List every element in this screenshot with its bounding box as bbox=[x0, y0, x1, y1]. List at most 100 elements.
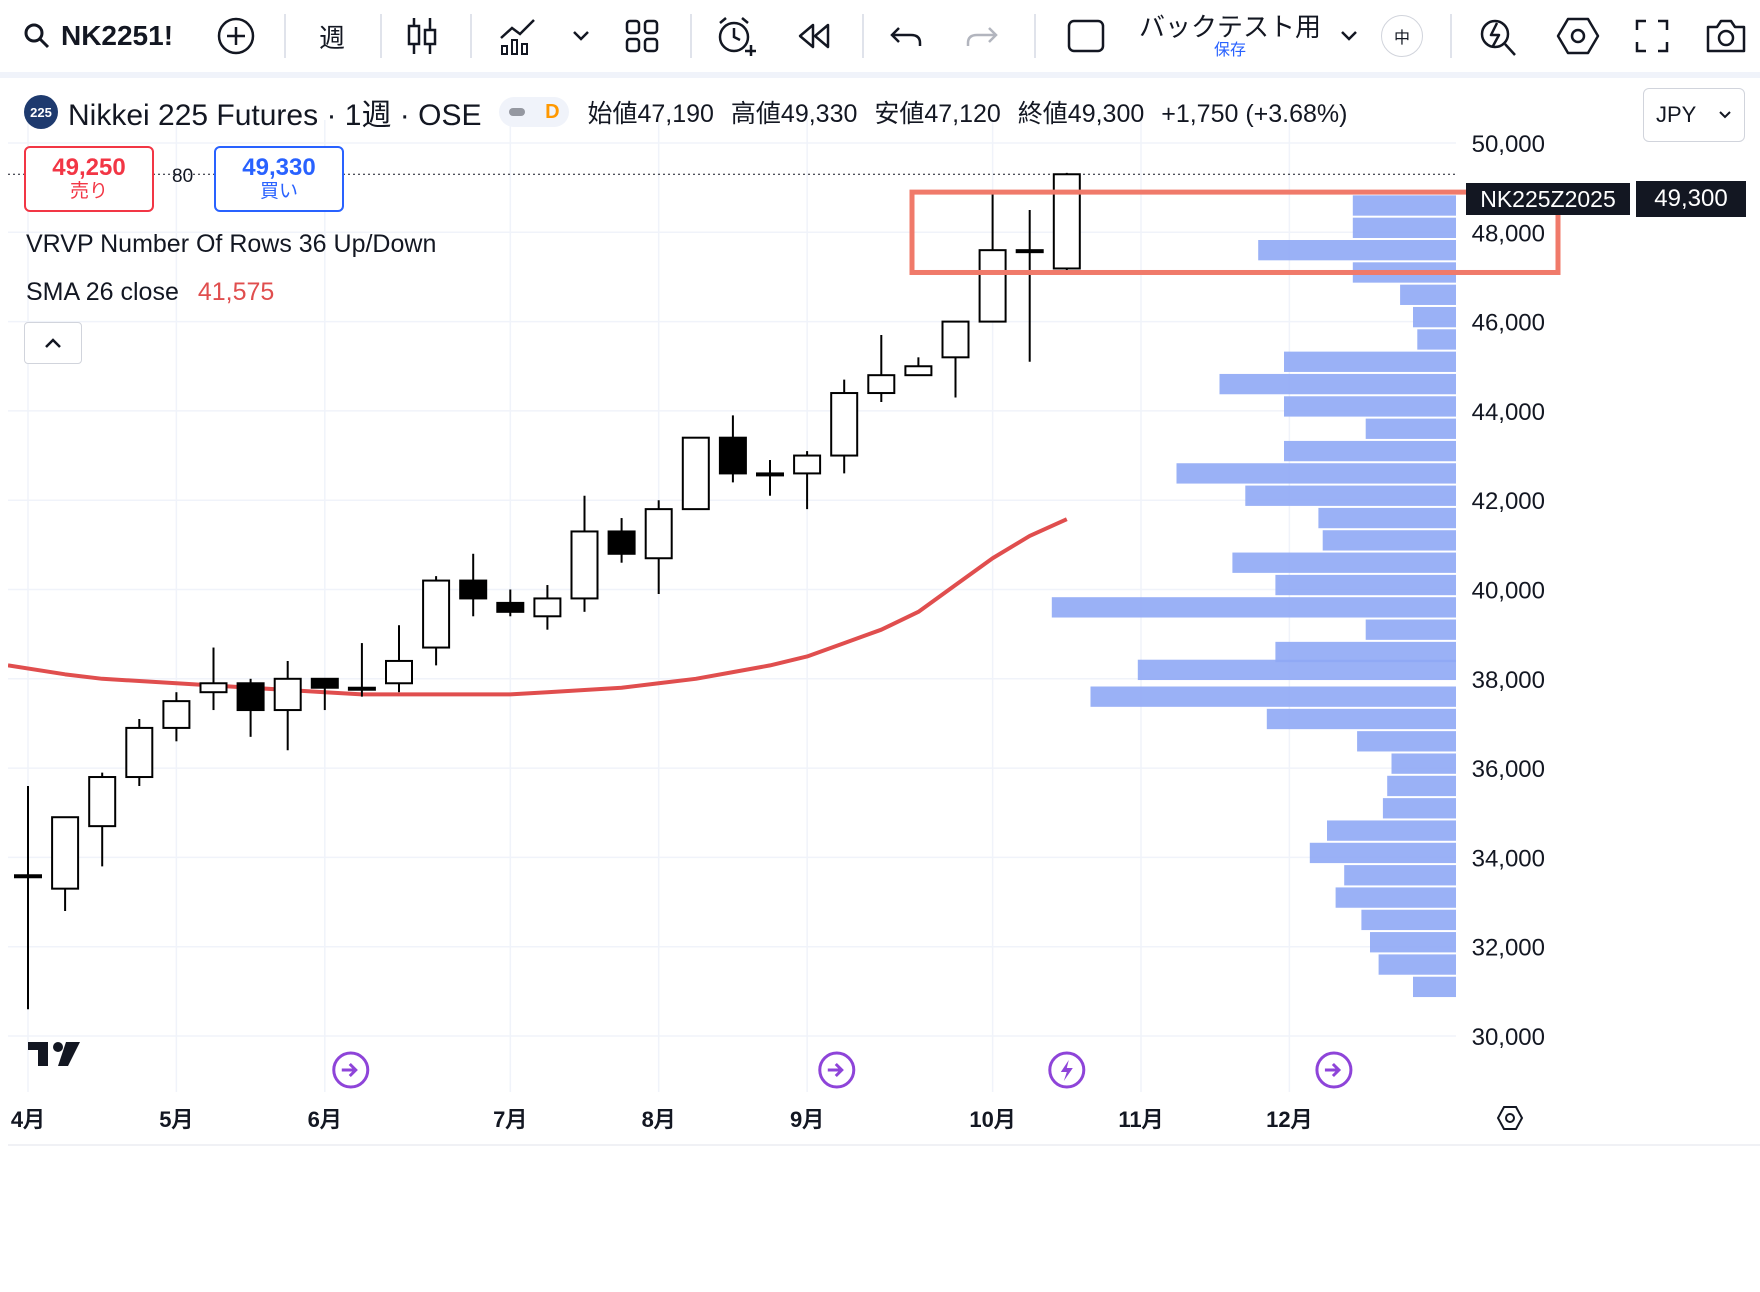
candle bbox=[644, 500, 673, 594]
top-toolbar: NK2251! 週 バックテスト用 保存 中 bbox=[0, 0, 1760, 78]
sell-button[interactable]: 49,250 売り bbox=[24, 146, 154, 212]
open-value: 47,190 bbox=[637, 100, 714, 128]
candle bbox=[570, 495, 599, 612]
collapse-legend-button[interactable] bbox=[24, 322, 82, 364]
price-axis: 30,000 32,000 34,000 36,000 38,000 40,000 42,0… bbox=[1458, 120, 1760, 1092]
candle-body bbox=[385, 659, 413, 685]
indicators-dropdown[interactable] bbox=[564, 14, 598, 58]
time-tick-label: 11月 bbox=[1118, 1107, 1163, 1132]
candle-body bbox=[1015, 249, 1044, 254]
lightning-search-icon bbox=[1480, 19, 1516, 56]
currency-select[interactable]: JPY bbox=[1643, 88, 1745, 142]
candle bbox=[941, 320, 970, 398]
vrvp-legend[interactable]: VRVP Number Of Rows 36 Up/Down bbox=[26, 230, 436, 259]
settings-button[interactable] bbox=[1556, 14, 1600, 58]
volume-profile-bar bbox=[1361, 909, 1456, 931]
volume-profile-bar bbox=[1378, 954, 1456, 975]
lightning-icon bbox=[1060, 1060, 1073, 1081]
dividend-event-icon bbox=[818, 1051, 856, 1089]
low-value: 47,120 bbox=[924, 100, 1001, 128]
low-label: 安値 bbox=[874, 100, 925, 128]
currency-label: JPY bbox=[1656, 102, 1697, 127]
tradingview-logo bbox=[28, 1042, 80, 1066]
candle bbox=[830, 379, 859, 474]
replay-button[interactable] bbox=[792, 14, 836, 58]
volume-profile-bar bbox=[1365, 418, 1456, 439]
screenshot-button[interactable] bbox=[1704, 14, 1748, 58]
candle-body bbox=[793, 454, 822, 475]
chevron-up-icon bbox=[45, 338, 61, 348]
volume-profile-bar bbox=[1365, 619, 1456, 640]
separator bbox=[690, 14, 692, 58]
candle bbox=[1052, 172, 1081, 272]
buy-button[interactable]: 49,330 買い bbox=[214, 146, 344, 212]
earnings-event-icon bbox=[1048, 1051, 1086, 1089]
candle-body bbox=[273, 677, 302, 712]
separator bbox=[380, 14, 382, 58]
candle bbox=[459, 553, 488, 617]
symbol-title[interactable]: Nikkei 225 Futures · 1週 · OSE bbox=[68, 99, 482, 132]
time-tick-label: 12月 bbox=[1266, 1107, 1312, 1132]
symbol-text: NK2251! bbox=[60, 20, 174, 51]
candle bbox=[199, 647, 228, 711]
candles-layer bbox=[14, 172, 1081, 1010]
candle-body bbox=[830, 392, 859, 457]
candle bbox=[793, 451, 822, 510]
volume-profile-bar bbox=[1275, 641, 1456, 663]
chart-type-button[interactable] bbox=[400, 14, 444, 58]
change-value: +1,750 (+3.68%) bbox=[1161, 100, 1348, 128]
dividend-event-icon bbox=[332, 1051, 370, 1089]
candle bbox=[310, 677, 339, 711]
candle-body bbox=[347, 686, 376, 691]
time-tick-label: 7月 bbox=[493, 1107, 527, 1132]
indicators-button[interactable] bbox=[496, 14, 540, 58]
high-value: 49,330 bbox=[780, 100, 858, 128]
layout-name[interactable]: バックテスト用 保存 bbox=[1130, 13, 1330, 59]
exchange-logo-text: 225 bbox=[30, 104, 52, 120]
undo-button[interactable] bbox=[884, 14, 928, 58]
add-symbol-button[interactable] bbox=[214, 14, 258, 58]
volume-profile-bar bbox=[1266, 708, 1456, 730]
redo-button[interactable] bbox=[960, 14, 1004, 58]
language-button[interactable]: 中 bbox=[1380, 14, 1424, 58]
volume-profile-bar bbox=[1335, 887, 1456, 908]
market-status[interactable]: D bbox=[499, 97, 570, 127]
chevron-down-icon bbox=[573, 31, 589, 41]
candle-body bbox=[570, 530, 599, 600]
candle-body bbox=[459, 579, 488, 600]
volume-profile-bar bbox=[1413, 306, 1456, 328]
price-axis-bg bbox=[1458, 120, 1760, 1092]
price-chart[interactable]: 30,000 32,000 34,000 36,000 38,000 40,000 42,0… bbox=[8, 78, 1760, 1292]
price-tick-label: 48,000 bbox=[1472, 220, 1545, 247]
symbol-legend: 225 Nikkei 225 Futures · 1週 · OSE D 始値47… bbox=[24, 92, 1347, 132]
volume-profile-bar bbox=[1245, 485, 1456, 506]
logo-slash bbox=[58, 1042, 80, 1066]
search-icon bbox=[24, 23, 50, 49]
candle-body bbox=[978, 249, 1007, 323]
volume-profile-bar bbox=[1322, 530, 1456, 551]
separator bbox=[862, 14, 864, 58]
candle bbox=[718, 415, 747, 483]
layout-save-button[interactable] bbox=[1064, 14, 1108, 58]
candle bbox=[867, 334, 896, 402]
open-label: 始値 bbox=[587, 100, 638, 128]
layout-dropdown[interactable] bbox=[1332, 14, 1366, 58]
candle-body bbox=[644, 508, 673, 560]
close-value: 49,300 bbox=[1067, 100, 1145, 128]
layout-button[interactable] bbox=[620, 14, 664, 58]
symbol-search[interactable]: NK2251! bbox=[18, 14, 178, 58]
fullscreen-button[interactable] bbox=[1630, 14, 1674, 58]
quick-search-button[interactable] bbox=[1476, 14, 1520, 58]
interval-button[interactable]: 週 bbox=[310, 14, 354, 58]
time-axis: 4月 5月 6月 7月 8月 9月 10月 11月 12月 bbox=[8, 1042, 1760, 1146]
square-icon bbox=[1067, 19, 1105, 53]
volume-profile-bar bbox=[1352, 217, 1456, 238]
volume-profile-bar bbox=[1090, 686, 1456, 707]
dividend-event-icon bbox=[1315, 1051, 1353, 1089]
separator bbox=[1034, 14, 1036, 58]
candle-body bbox=[681, 436, 710, 511]
candle-body bbox=[904, 365, 933, 377]
sma-legend[interactable]: SMA 26 close 41,575 bbox=[26, 278, 274, 307]
candle bbox=[681, 436, 710, 511]
alert-button[interactable] bbox=[714, 14, 758, 58]
